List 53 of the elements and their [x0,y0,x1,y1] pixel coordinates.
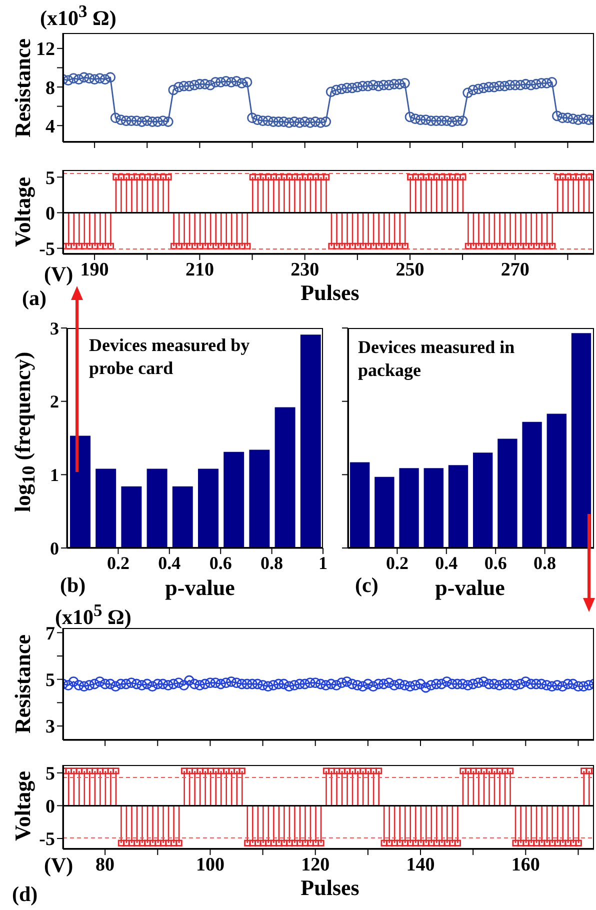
x-tick-label: 0.8 [260,552,284,573]
x-tick-label: 0.8 [534,552,556,573]
x-tick-label: 140 [406,854,435,876]
x-tick-label: 250 [396,259,424,280]
text: (V) [44,852,74,878]
x-axis-title: Pulses [300,874,360,902]
y-tick-label: 5 [46,764,55,785]
y-tick-label: 4 [46,116,56,138]
y-tick-label: 5 [46,168,55,189]
text: (V) [44,261,74,288]
x-tick-label: 100 [196,854,224,876]
annotation: (x10$^{5}$ Ω) [55,600,132,630]
x-tick-label: 0.6 [484,552,507,573]
x-tick-label: 0.2 [106,552,130,573]
y-tick-label: 0 [50,538,59,558]
y-tick-label: 12 [36,39,55,60]
x-tick-label: 0.4 [158,552,181,573]
x-axis-title: p-value [165,574,235,602]
x-tick-label: 270 [500,259,530,280]
y-tick-label: 0 [46,203,55,224]
x-axis-title: Pulses [300,279,360,306]
x-tick-label: 160 [511,854,540,876]
text: (c) [355,572,378,598]
y-tick-label: 8 [46,78,55,99]
text: (b) [60,572,86,598]
y-tick-label: 2 [50,392,59,412]
y-tick-label: 7 [46,623,56,644]
text: (x10$^{3}$ Ω) [40,1,116,32]
y-tick-label: -5 [39,829,55,850]
x-tick-label: 1 [318,552,328,573]
annotation: Devices measured in package [358,336,516,381]
annotation: Devices measured by probe card [89,334,251,379]
y-tick-label: 3 [50,318,59,338]
y-axis-title: Resistance [9,634,36,734]
x-tick-label: 120 [301,854,330,876]
y-tick-label: 5 [46,670,55,692]
x-tick-label: 210 [185,259,214,280]
y-tick-label: -5 [39,239,55,260]
x-tick-label: 190 [80,259,109,280]
text: (a) [22,286,46,312]
x-axis-title: p-value [435,574,505,602]
text: (d) [12,881,38,908]
y-axis-title: Resistance [9,38,36,138]
y-tick-label: 3 [46,716,55,738]
y-axis-title: Voltage [9,770,36,842]
x-tick-label: 230 [290,259,320,280]
x-tick-label: 0.4 [435,552,458,573]
y-axis-title: Voltage [9,176,36,248]
x-tick-label: 80 [96,854,115,876]
y-tick-label: 0 [46,796,55,818]
y-tick-label: 1 [50,465,59,486]
x-tick-label: 0.6 [209,552,232,573]
x-tick-label: 0.2 [386,552,408,573]
